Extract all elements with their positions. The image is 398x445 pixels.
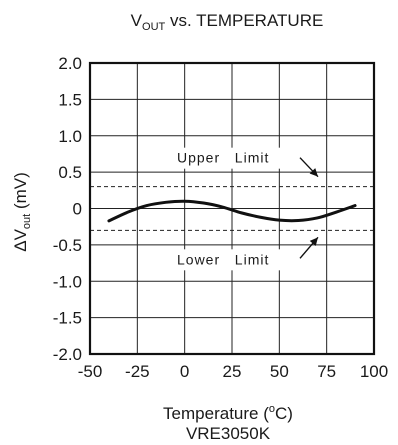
y-tick-label: 1.5 — [58, 90, 82, 109]
x-tick-labels: -50 -25 0 25 50 75 100 — [78, 362, 388, 381]
limit-label: Lower Limit — [177, 251, 269, 267]
x-tick-label: -50 — [78, 362, 103, 381]
limit-arrowhead — [309, 237, 318, 247]
x-tick-label: 50 — [270, 362, 289, 381]
y-tick-label: 0 — [73, 200, 82, 219]
reference-lines: Upper Limit Lower Limit — [90, 147, 374, 271]
x-tick-label: 0 — [180, 362, 189, 381]
limit-label-bg — [176, 147, 290, 169]
limit-label: Upper Limit — [177, 150, 269, 166]
y-tick-label: 0.5 — [58, 163, 82, 182]
limit-arrowhead — [309, 168, 318, 177]
y-tick-label: 2.0 — [58, 54, 82, 73]
x-axis-label: Temperature (oC) — [163, 403, 293, 423]
y-tick-label: 1.0 — [58, 127, 82, 146]
y-axis-label: ΔVout (mV) — [11, 172, 33, 252]
x-tick-label: 25 — [223, 362, 242, 381]
chart-title: VOUT vs. TEMPERATURE — [131, 11, 324, 33]
x-tick-label: 100 — [360, 362, 388, 381]
y-tick-label: -1.5 — [53, 309, 82, 328]
x-tick-label: 75 — [317, 362, 336, 381]
y-tick-labels: 2.0 1.5 1.0 0.5 0 -0.5 -1.0 -1.5 -2.0 — [53, 54, 82, 364]
y-tick-label: -0.5 — [53, 236, 82, 255]
series-layer — [107, 199, 357, 223]
series-line — [107, 199, 357, 223]
chart-caption: VRE3050K — [186, 424, 271, 443]
x-tick-label: -25 — [125, 362, 150, 381]
plot-frame — [88, 61, 376, 356]
y-tick-label: -2.0 — [53, 345, 82, 364]
limit-label-bg — [176, 249, 290, 271]
y-tick-label: -1.0 — [53, 272, 82, 291]
